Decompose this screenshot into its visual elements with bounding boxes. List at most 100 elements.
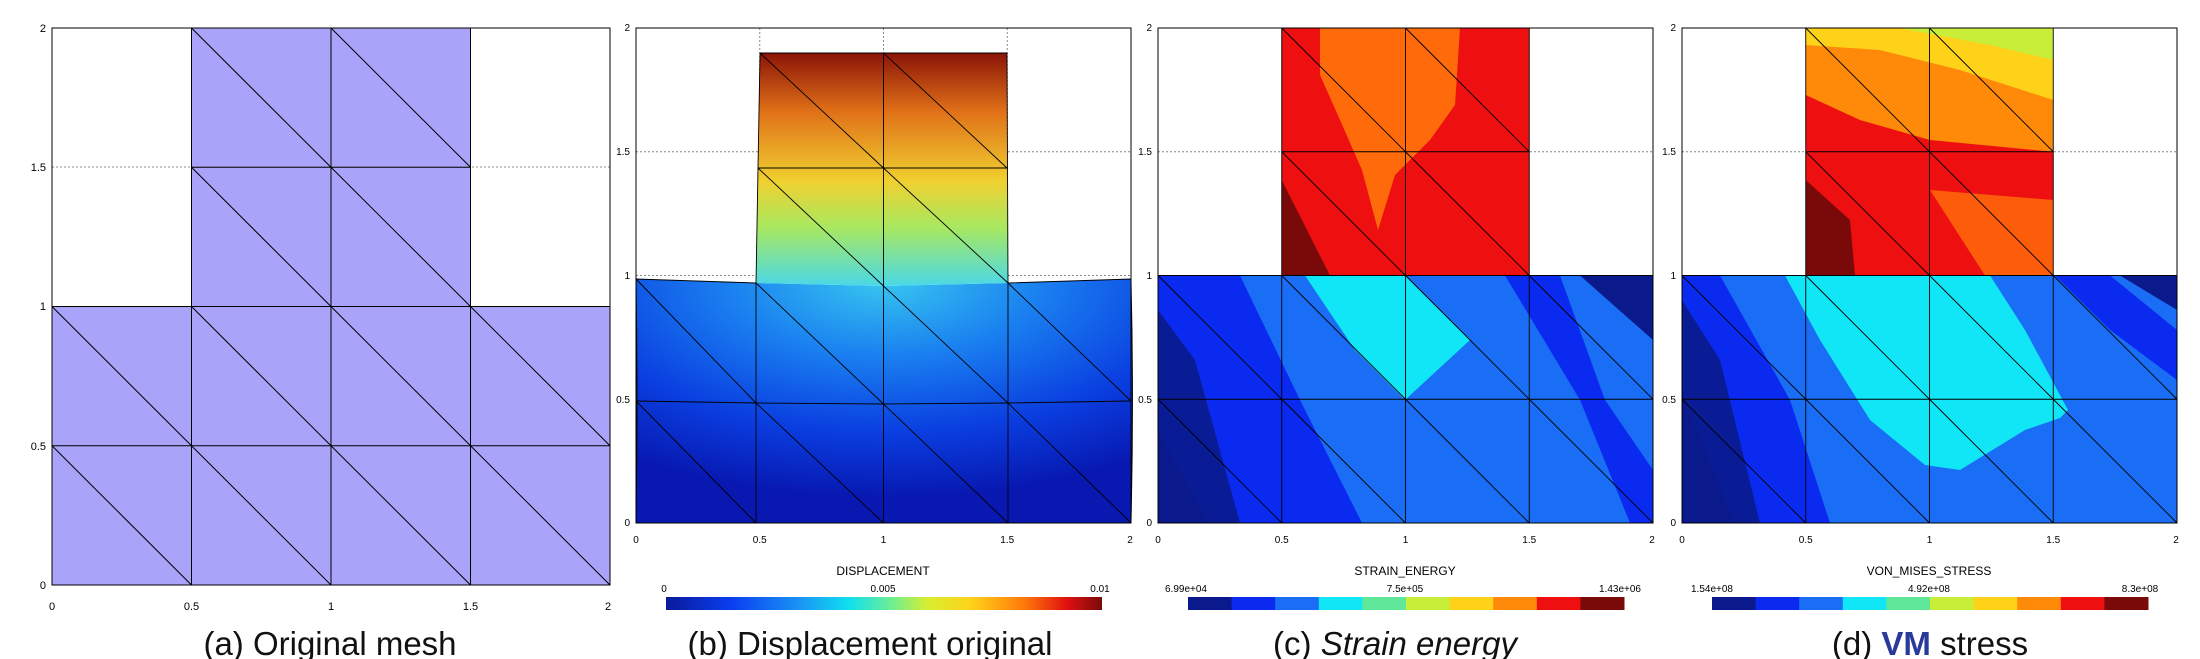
deformed-mesh-lines (635, 52, 1133, 524)
colorbar-segment (2104, 597, 2149, 610)
y-tick-label: 1.5 (1138, 147, 1152, 158)
y-tick-label: 0.5 (31, 441, 46, 453)
colorbar-segment (1406, 597, 1451, 610)
panel-a-y-ticks: 0 0.5 1 1.5 2 (31, 23, 46, 592)
x-tick-label: 0.5 (1799, 535, 1813, 546)
colorbar-min-label: 1.54e+08 (1691, 584, 1733, 595)
colorbar-title: STRAIN_ENERGY (1354, 564, 1455, 578)
colorbar-segment (1755, 597, 1800, 610)
x-tick-label: 1.5 (463, 601, 478, 613)
panel-c-plot (1157, 27, 1654, 524)
x-tick-label: 2 (1649, 535, 1655, 546)
colorbar-gradient (666, 597, 1102, 610)
panel-d-y-ticks: 0 0.5 1 1.5 2 (1662, 23, 1676, 529)
panel-a-x-ticks: 0 0.5 1 1.5 2 (49, 601, 611, 613)
colorbar-title: DISPLACEMENT (836, 564, 930, 578)
colorbar-segment (1231, 597, 1276, 610)
y-tick-label: 1.5 (31, 162, 46, 174)
colorbar-mid-label: 0.005 (870, 584, 895, 595)
panel-b-x-ticks: 0 0.5 1 1.5 2 (633, 535, 1133, 546)
x-tick-label: 1.5 (1000, 535, 1014, 546)
colorbar-segment (1449, 597, 1494, 610)
colorbar-segment (1930, 597, 1975, 610)
y-tick-label: 0 (624, 518, 630, 529)
panel-b-caption: (b) Displacement original (688, 625, 1053, 659)
x-tick-label: 0.5 (753, 535, 767, 546)
colorbar-segment (1318, 597, 1363, 610)
x-tick-label: 1 (1927, 535, 1933, 546)
displacement-bottom-region (636, 279, 1133, 523)
mesh-lines (51, 27, 611, 586)
y-tick-label: 0.5 (1138, 395, 1152, 406)
y-tick-label: 2 (1146, 23, 1152, 34)
x-tick-label: 1.5 (1522, 535, 1536, 546)
panel-d-x-ticks: 0 0.5 1 1.5 2 (1679, 535, 2179, 546)
colorbar-segment (1712, 597, 1757, 610)
strain-mesh-lines (1157, 27, 1654, 524)
colorbar-segment (1188, 597, 1233, 610)
panel-b-y-ticks: 0 0.5 1 1.5 2 (616, 23, 630, 529)
y-tick-label: 0 (1670, 518, 1676, 529)
colorbar-segment (1799, 597, 1844, 610)
colorbar-max-label: 1.43e+06 (1599, 584, 1641, 595)
x-tick-label: 0 (1679, 535, 1685, 546)
y-tick-label: 2 (40, 23, 46, 35)
panel-c-caption: (c) Strain energy (1273, 625, 1519, 659)
colorbar-segment (1842, 597, 1887, 610)
x-tick-label: 1.5 (2046, 535, 2060, 546)
panel-d: 0 0.5 1 1.5 2 0 0.5 1 1.5 2 VON_MISES_ST… (1662, 23, 2179, 659)
y-tick-label: 0.5 (616, 395, 630, 406)
colorbar-segment (1275, 597, 1320, 610)
x-tick-label: 0.5 (1275, 535, 1289, 546)
displacement-top-region (756, 53, 1008, 286)
x-tick-label: 2 (605, 601, 611, 613)
panel-c-x-ticks: 0 0.5 1 1.5 2 (1155, 535, 1655, 546)
x-tick-label: 2 (1127, 535, 1133, 546)
colorbar-segment (1580, 597, 1625, 610)
panel-a-caption: (a) Original mesh (203, 625, 456, 659)
colorbar-segment (2060, 597, 2105, 610)
panel-b-colorbar: DISPLACEMENT 0 0.005 0.01 (661, 564, 1110, 610)
caption-prefix: (d) (1832, 625, 1882, 659)
x-tick-label: 2 (2173, 535, 2179, 546)
caption-suffix: stress (1931, 625, 2028, 659)
y-tick-label: 1.5 (1662, 147, 1676, 158)
panel-a-plot (51, 27, 611, 586)
panel-b-plot (635, 27, 1133, 524)
x-tick-label: 1 (328, 601, 334, 613)
colorbar-segments (1188, 597, 1625, 610)
panel-d-plot (1681, 27, 2178, 524)
colorbar-segment (1362, 597, 1407, 610)
panel-a: 0 0.5 1 1.5 2 0 0.5 1 1.5 2 (a) Original… (31, 23, 611, 659)
colorbar-segments (1712, 597, 2149, 610)
panel-d-caption: (d) VM stress (1832, 625, 2028, 659)
panel-c-colorbar: STRAIN_ENERGY 6.99e+04 7.5e+05 1.43e+06 (1165, 564, 1641, 610)
colorbar-max-label: 8.3e+08 (2122, 584, 2159, 595)
panel-b: 0 0.5 1 1.5 2 0 0.5 1 1.5 2 DISPLACEMENT… (616, 23, 1133, 659)
x-tick-label: 0.5 (184, 601, 199, 613)
colorbar-max-label: 0.01 (1090, 584, 1110, 595)
y-tick-label: 0 (40, 580, 46, 592)
colorbar-segment (1536, 597, 1581, 610)
colorbar-min-label: 6.99e+04 (1165, 584, 1207, 595)
panel-c: 0 0.5 1 1.5 2 0 0.5 1 1.5 2 STRAIN_ENERG… (1138, 23, 1655, 659)
x-tick-label: 1 (881, 535, 887, 546)
y-tick-label: 0 (1146, 518, 1152, 529)
colorbar-min-label: 0 (661, 584, 667, 595)
y-tick-label: 2 (624, 23, 630, 34)
colorbar-title: VON_MISES_STRESS (1867, 564, 1992, 578)
colorbar-mid-label: 4.92e+08 (1908, 584, 1950, 595)
y-tick-label: 0.5 (1662, 395, 1676, 406)
panel-c-y-ticks: 0 0.5 1 1.5 2 (1138, 23, 1152, 529)
colorbar-segment (1886, 597, 1931, 610)
vm-mesh-lines (1681, 27, 2178, 524)
y-tick-label: 1 (1146, 271, 1152, 282)
y-tick-label: 1.5 (616, 147, 630, 158)
y-tick-label: 1 (1670, 271, 1676, 282)
x-tick-label: 1 (1403, 535, 1409, 546)
colorbar-mid-label: 7.5e+05 (1387, 584, 1424, 595)
x-tick-label: 0 (49, 601, 55, 613)
x-tick-label: 0 (633, 535, 639, 546)
y-tick-label: 2 (1670, 23, 1676, 34)
caption-emphasis: Strain energy (1321, 625, 1520, 659)
